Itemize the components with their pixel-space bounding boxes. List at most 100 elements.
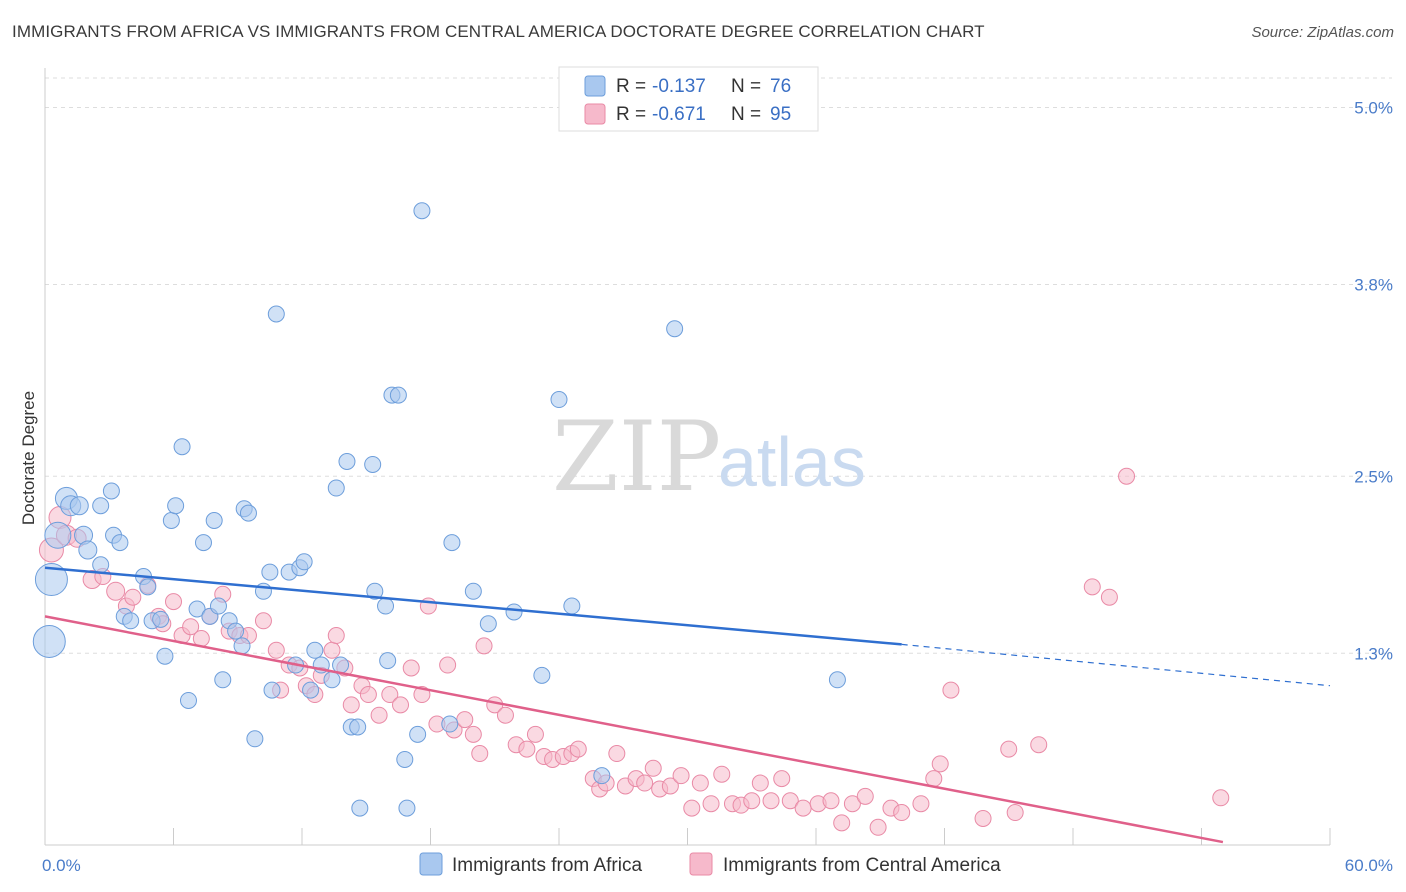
central-america-point-65 [644,759,662,777]
correlation-legend: R = -0.137 N = 76 R = -0.671 N = 95 [558,66,819,132]
bottom-legend-swatch-central [689,852,713,876]
central-america-point-14 [182,618,200,636]
y-tick-label-1: 2.5% [1354,467,1393,486]
africa-point-0 [32,624,66,658]
source-label: Source: ZipAtlas.com [1251,24,1394,41]
central-america-point-70 [691,774,709,792]
africa-point-24 [188,600,206,618]
central-america-point-90 [925,770,943,788]
central-america-point-94 [1000,740,1018,758]
x-tick-labels: 0.0% 60.0% [42,856,1393,875]
legend-r-label-2: R = [616,104,646,125]
legend-r-value-1: -0.137 [652,76,706,97]
central-america-point-99 [1118,467,1136,485]
africa-point-38 [263,681,281,699]
central-america-point-89 [912,795,930,813]
watermark-zip: ZIP [552,401,721,513]
central-america-point-78 [773,770,791,788]
central-america-point-38 [402,659,420,677]
central-america-point-30 [327,627,345,645]
africa-point-16 [122,612,140,630]
africa-point-35 [246,730,264,748]
africa-point-59 [389,386,407,404]
central-america-point-49 [496,706,514,724]
africa-point-31 [227,622,245,640]
legend-n-label-2: N = [731,104,761,125]
central-america-point-76 [751,774,769,792]
africa-point-29 [214,671,232,689]
bottom-legend-africa: Immigrants from Africa [452,855,642,876]
africa-point-63 [413,202,431,220]
africa-point-12 [92,556,110,574]
bottom-legend-swatch-africa [419,852,443,876]
africa-point-66 [464,582,482,600]
series-central-america [38,467,1230,836]
central-america-point-82 [822,792,840,810]
central-america-point-57 [569,740,587,758]
series-africa [32,202,846,817]
central-america-point-52 [526,725,544,743]
africa-point-25 [194,534,212,552]
africa-point-74 [828,671,846,689]
central-america-point-69 [683,799,701,817]
trend-line-africa-extension [901,643,1331,687]
central-america-point-44 [456,711,474,729]
central-america-point-93 [974,809,992,827]
africa-point-50 [338,453,356,470]
chart-title: IMMIGRANTS FROM AFRICA VS IMMIGRANTS FRO… [12,22,985,41]
watermark-atlas: atlas [718,423,866,501]
trend-line-africa [44,566,902,646]
central-america-point-22 [267,641,285,659]
africa-point-55 [366,582,384,600]
africa-point-19 [156,647,174,665]
x-tick-label-1: 60.0% [1345,856,1393,875]
trend-lines [44,566,1331,844]
africa-point-20 [162,512,180,529]
africa-point-73 [666,320,684,338]
central-america-point-75 [743,792,761,810]
africa-point-68 [505,603,523,621]
central-america-point-86 [869,818,887,836]
central-america-point-92 [942,681,960,699]
africa-point-48 [327,479,345,497]
africa-point-65 [443,534,461,552]
africa-point-44 [302,681,320,699]
central-america-point-68 [672,767,690,785]
series-legend: Immigrants from Africa Immigrants from C… [419,852,1001,876]
africa-point-39 [267,305,285,323]
central-america-point-32 [342,696,360,714]
africa-point-23 [179,691,197,709]
africa-point-72 [593,767,611,785]
legend-r-value-2: -0.671 [652,104,706,125]
africa-point-52 [349,718,367,736]
trend-line-central-america [44,615,1224,844]
central-america-point-12 [165,593,182,611]
y-tick-label-3: 5.0% [1354,99,1393,118]
central-america-point-88 [893,804,911,822]
y-tick-label-0: 1.3% [1354,644,1393,663]
central-america-point-71 [702,795,720,813]
central-america-point-6 [106,581,126,601]
africa-point-5 [69,496,89,516]
africa-point-67 [479,615,497,633]
central-america-point-84 [843,795,861,813]
central-america-point-61 [608,745,626,763]
africa-point-11 [111,534,129,552]
y-axis-label: Doctorate Degree [19,391,38,525]
africa-point-43 [295,553,313,571]
central-america-point-91 [931,755,949,773]
central-america-point-47 [475,637,493,655]
central-america-point-45 [464,725,482,743]
africa-point-27 [205,512,223,529]
africa-point-62 [409,725,427,743]
africa-point-64 [441,715,459,733]
africa-point-32 [233,637,251,655]
central-america-point-72 [713,765,731,783]
central-america-point-83 [833,814,851,832]
central-america-point-64 [636,774,654,792]
africa-point-49 [332,656,350,674]
africa-point-54 [364,455,382,473]
africa-point-71 [563,597,581,615]
africa-point-47 [323,671,341,689]
legend-r-label-1: R = [616,76,646,97]
